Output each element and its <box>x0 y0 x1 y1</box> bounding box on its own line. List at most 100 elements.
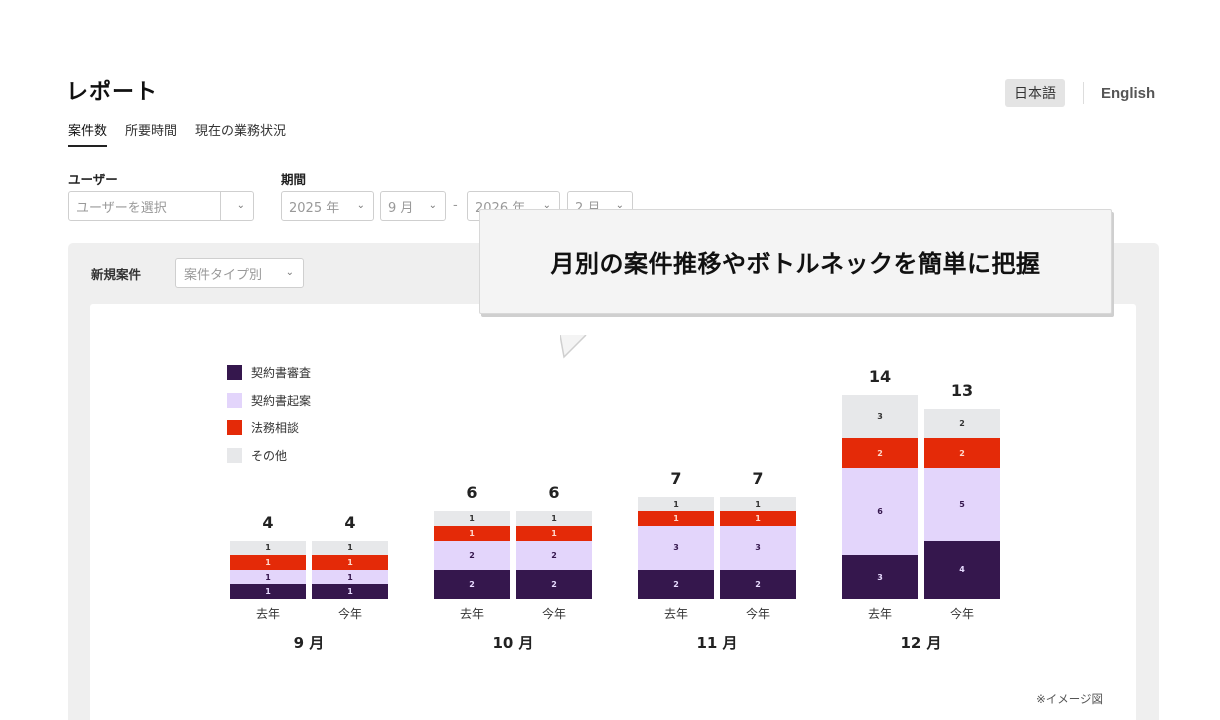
bar-year-label: 去年 <box>459 607 484 621</box>
start-month-value: 9 月 <box>388 200 414 216</box>
chevron-down-icon: ⌄ <box>428 200 437 211</box>
legend-item-legal-consult: 法務相談 <box>227 414 311 442</box>
select-divider <box>220 192 221 220</box>
bar-segment: 1 <box>312 584 388 599</box>
bar-segment: 5 <box>924 467 1000 541</box>
start-year-select[interactable]: 2025 年 ⌄ <box>281 191 374 221</box>
bar-year-label: 今年 <box>337 607 362 621</box>
tab-current-status[interactable]: 現在の業務状況 <box>195 124 287 139</box>
bar-total-label: 6 <box>548 483 560 503</box>
user-select-placeholder: ユーザーを選択 <box>76 200 167 216</box>
bar-year-label: 今年 <box>745 607 770 621</box>
tab-case-count[interactable]: 案件数 <box>68 120 108 147</box>
bar-segment: 2 <box>924 438 1000 468</box>
bar-total-label: 6 <box>466 483 478 503</box>
period-filter-label: 期間 <box>281 172 307 187</box>
legend-item-drafting: 契約書起案 <box>227 387 311 415</box>
bar-total-label: 4 <box>344 512 356 532</box>
lang-english-button[interactable]: English <box>1101 84 1156 102</box>
legend-item-other: その他 <box>227 442 311 470</box>
legend-label: 契約書審査 <box>251 366 312 381</box>
bar-segment: 2 <box>924 409 1000 439</box>
bar-segment: 1 <box>312 555 388 570</box>
bar-segment: 1 <box>230 555 306 570</box>
chevron-down-icon: ⌄ <box>615 200 624 211</box>
bar-year-label: 去年 <box>663 607 688 621</box>
bar-segment: 1 <box>434 511 510 527</box>
bar-segment: 1 <box>516 526 592 541</box>
bar-segment: 3 <box>638 526 714 570</box>
report-tabs: 案件数 所要時間 現在の業務状況 <box>68 120 304 147</box>
bar-segment: 2 <box>434 540 510 570</box>
legend-swatch-drafting <box>227 392 242 408</box>
bar-segment: 3 <box>842 555 918 599</box>
month-label: 11 月 <box>696 634 738 652</box>
bar-segment: 2 <box>842 438 918 468</box>
bar-total-label: 7 <box>752 468 764 488</box>
group-by-value: 案件タイプ別 <box>184 267 263 283</box>
bar-segment: 3 <box>720 526 796 570</box>
group-by-select[interactable]: 案件タイプ別 ⌄ <box>175 258 304 288</box>
chart-legend: 契約書審査 契約書起案 法務相談 その他 <box>227 359 311 469</box>
bar-segment: 2 <box>638 569 714 599</box>
bar-segment: 1 <box>638 511 714 526</box>
bar-segment: 1 <box>434 526 510 541</box>
bar-total-label: 13 <box>950 381 974 401</box>
bar-total-label: 7 <box>670 468 682 488</box>
month-label: 10 月 <box>492 634 534 652</box>
bar-segment: 1 <box>720 496 796 512</box>
image-note: ※イメージ図 <box>1036 692 1103 706</box>
bar-segment: 1 <box>230 569 306 585</box>
bar-segment: 1 <box>230 540 306 556</box>
bar-year-label: 今年 <box>541 607 566 621</box>
bar-total-label: 4 <box>262 512 274 532</box>
bar-segment: 1 <box>638 496 714 512</box>
callout-text: 月別の案件推移やボトルネックを簡単に把握 <box>550 250 1041 278</box>
legend-swatch-review <box>227 365 242 381</box>
start-year-value: 2025 年 <box>289 200 340 216</box>
bar-segment: 1 <box>312 540 388 556</box>
month-label: 9 月 <box>293 634 325 652</box>
user-filter-label: ユーザー <box>68 172 118 187</box>
page-title: レポート <box>66 80 159 105</box>
chevron-down-icon: ⌄ <box>356 200 365 211</box>
bar-segment: 2 <box>516 569 592 599</box>
bar-segment: 2 <box>720 569 796 599</box>
user-select[interactable]: ユーザーを選択 ⌄ <box>68 191 254 221</box>
bar-segment: 3 <box>842 394 918 439</box>
legend-label: その他 <box>251 448 288 463</box>
bar-year-label: 去年 <box>255 607 280 621</box>
bar-segment: 1 <box>230 584 306 599</box>
bar-segment: 1 <box>312 569 388 585</box>
legend-swatch-other <box>227 447 242 463</box>
bar-total-label: 14 <box>868 366 892 386</box>
bar-segment: 6 <box>842 467 918 556</box>
bar-year-label: 去年 <box>867 607 892 621</box>
language-switch: 日本語 English <box>1005 79 1164 107</box>
range-separator: - <box>453 198 458 213</box>
bar-segment: 1 <box>516 511 592 527</box>
bar-segment: 1 <box>720 511 796 526</box>
lang-japanese-button[interactable]: 日本語 <box>1005 79 1065 107</box>
panel-title: 新規案件 <box>91 267 142 282</box>
chevron-down-icon: ⌄ <box>285 267 294 278</box>
bar-segment: 4 <box>924 540 1000 599</box>
start-month-select[interactable]: 9 月 ⌄ <box>380 191 446 221</box>
legend-item-review: 契約書審査 <box>227 359 311 387</box>
tab-required-time[interactable]: 所要時間 <box>125 124 178 139</box>
chevron-down-icon: ⌄ <box>542 200 551 211</box>
bar-year-label: 今年 <box>949 607 974 621</box>
bar-segment: 2 <box>434 569 510 599</box>
legend-label: 法務相談 <box>251 421 300 436</box>
month-label: 12 月 <box>900 634 942 652</box>
